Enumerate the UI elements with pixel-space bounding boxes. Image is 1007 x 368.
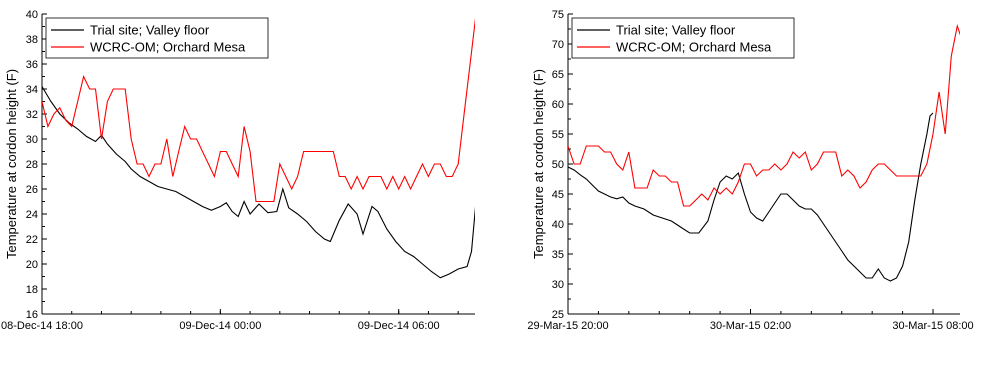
y-tick-label: 28 [26, 159, 38, 171]
y-tick-label: 38 [26, 34, 38, 46]
y-axis-title: Temperature at cordon height (F) [4, 69, 19, 259]
x-tick-label: 08-Dec-14 18:00 [1, 320, 83, 332]
y-tick-label: 75 [552, 9, 564, 21]
legend-box [45, 17, 269, 59]
series-line-wcrc-om [42, 17, 475, 203]
x-tick-label: 29-Mar-15 20:00 [527, 320, 608, 332]
y-tick-label: 20 [26, 259, 38, 271]
y-tick-label: 40 [552, 219, 564, 231]
y-tick-label: 18 [26, 284, 38, 296]
y-tick-label: 55 [552, 129, 564, 141]
y-tick-label: 35 [552, 249, 564, 261]
y-tick-label: 50 [552, 159, 564, 171]
chart-right: 25 30 35 40 45 50 55 60 65 70 75 29-Mar-15 20:00 30-… [527, 9, 973, 332]
x-tick-label: 09-Dec-14 06:00 [358, 320, 440, 332]
y-tick-label: 32 [26, 109, 38, 121]
y-tick-label: 60 [552, 99, 564, 111]
legend-label: Trial site; Valley floor [616, 23, 736, 38]
series-line-wcrc-om [568, 23, 960, 207]
y-tick-label: 45 [552, 189, 564, 201]
y-axis-title: Temperature at cordon height (F) [531, 69, 546, 259]
y-tick-label: 24 [26, 209, 38, 221]
series-line-trial-site [568, 112, 934, 282]
x-tick-label: 30-Mar-15 08:00 [892, 320, 973, 332]
y-tick-label: 34 [26, 84, 38, 96]
x-tick-label: 30-Mar-15 02:00 [710, 320, 791, 332]
y-tick-label: 40 [26, 9, 38, 21]
y-tick-label: 22 [26, 234, 38, 246]
legend-label: WCRC-OM; Orchard Mesa [616, 40, 772, 55]
y-tick-label: 70 [552, 39, 564, 51]
legend-box [571, 17, 795, 59]
y-tick-label: 16 [26, 309, 38, 321]
y-tick-label: 25 [552, 309, 564, 321]
chart-left: 16 18 20 22 24 26 28 30 32 34 36 38 40 08-Dec-14 18:0… [1, 9, 475, 332]
legend-label: Trial site; Valley floor [90, 23, 210, 38]
y-tick-label: 26 [26, 184, 38, 196]
legend-label: WCRC-OM; Orchard Mesa [90, 40, 246, 55]
y-tick-label: 65 [552, 69, 564, 81]
y-tick-label: 30 [26, 134, 38, 146]
series-line-trial-site [42, 86, 475, 279]
y-tick-label: 36 [26, 59, 38, 71]
y-tick-label: 30 [552, 279, 564, 291]
x-tick-label: 09-Dec-14 00:00 [179, 320, 261, 332]
